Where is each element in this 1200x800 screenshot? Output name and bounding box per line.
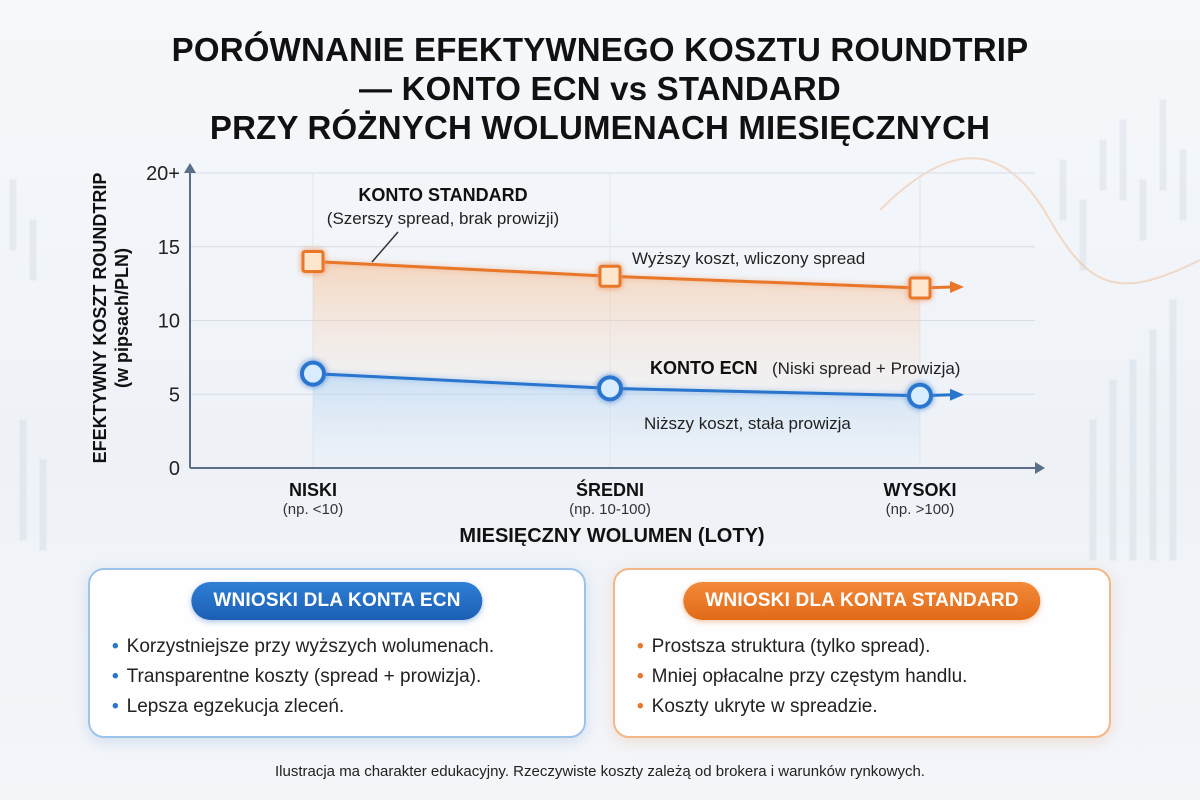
standard-card-title: WNIOSKI DLA KONTA STANDARD xyxy=(683,582,1041,620)
standard-series-point xyxy=(908,276,932,300)
list-item-text: Mniej opłacalne przy częstym handlu. xyxy=(651,666,968,687)
line-chart: 0 5 10 15 20+ EFEKTYWNY KOSZT ROUNDTRIP (w pip… xyxy=(90,163,1045,547)
ecn-area-fill xyxy=(313,373,920,468)
ecn-conclusions-list: • Korzystniejsze przy wyższych wolumenach… xyxy=(112,632,494,722)
list-item-text: Koszty ukryte w spreadzie. xyxy=(651,696,878,717)
standard-series-name: KONTO STANDARD xyxy=(358,185,527,205)
bullet-icon: • xyxy=(112,666,119,687)
standard-series-point xyxy=(598,264,622,288)
ecn-series-point xyxy=(907,382,933,409)
bullet-icon: • xyxy=(637,696,644,717)
x-axis-title: MIESIĘCZNY WOLUMEN (LOTY) xyxy=(459,525,764,547)
title-line-1: PORÓWNANIE EFEKTYWNEGO KOSZTU ROUNDTRIP xyxy=(171,31,1029,68)
ecn-series-annotation: Niższy koszt, stała prowizja xyxy=(644,414,851,433)
y-tick-label: 10 xyxy=(158,311,180,333)
list-item: • Lepsza egzekucja zleceń. xyxy=(112,692,494,722)
chart-title: PORÓWNANIE EFEKTYWNEGO KOSZTU ROUNDTRIP … xyxy=(0,30,1200,147)
ecn-card-title: WNIOSKI DLA KONTA ECN xyxy=(191,582,483,620)
standard-series-leader-line xyxy=(371,231,399,263)
x-tick-label: ŚREDNI xyxy=(576,479,644,500)
y-axis-arrow-icon xyxy=(184,163,196,173)
ecn-series-point xyxy=(300,360,326,387)
series xyxy=(300,250,964,409)
y-tick-label: 15 xyxy=(158,237,180,259)
list-item: • Transparentne koszty (spread + prowizja… xyxy=(112,662,494,692)
bullet-icon: • xyxy=(637,636,644,657)
bullet-icon: • xyxy=(112,696,119,717)
ecn-series-arrow-icon xyxy=(950,388,964,401)
area-fills xyxy=(313,261,920,468)
ecn-series-name: KONTO ECN xyxy=(650,358,758,378)
list-item-text: Korzystniejsze przy wyższych wolumenach. xyxy=(126,636,495,657)
list-item-text: Lepsza egzekucja zleceń. xyxy=(126,696,345,717)
y-axis-title: EFEKTYWNY KOSZT ROUNDTRIP (w pipsach/PLN) xyxy=(90,173,132,464)
y-tick-label: 5 xyxy=(169,384,180,406)
list-item: • Prostsza struktura (tylko spread). xyxy=(637,632,967,662)
y-tick-label: 0 xyxy=(169,458,180,480)
footnote: Ilustracja ma charakter edukacyjny. Rzec… xyxy=(275,763,925,780)
x-tick-sublabel: (np. >100) xyxy=(886,501,955,518)
labels: KONTO STANDARD (Szerszy spread, brak prow… xyxy=(327,185,961,433)
standard-conclusions-card: WNIOSKI DLA KONTA STANDARD • Prostsza str… xyxy=(613,568,1111,738)
ecn-series-point xyxy=(597,375,623,402)
x-tick-label: NISKI xyxy=(289,480,337,500)
list-item-text: Prostsza struktura (tylko spread). xyxy=(651,636,931,657)
list-item-text: Transparentne koszty (spread + prowizja)… xyxy=(126,666,482,687)
standard-series-annotation: Wyższy koszt, wliczony spread xyxy=(632,249,865,268)
x-tick-sublabel: (np. 10-100) xyxy=(569,501,651,518)
y-tick-label: 20+ xyxy=(146,163,180,185)
standard-series-arrow-icon xyxy=(950,281,964,294)
title-line-2: — KONTO ECN vs STANDARD xyxy=(359,70,841,107)
x-tick-sublabel: (np. <10) xyxy=(283,501,343,518)
list-item: • Korzystniejsze przy wyższych wolumenach… xyxy=(112,632,494,662)
ecn-conclusions-card: WNIOSKI DLA KONTA ECN • Korzystniejsze pr… xyxy=(88,568,586,738)
standard-conclusions-list: • Prostsza struktura (tylko spread). • Mni… xyxy=(637,632,967,722)
ecn-series-note: (Niski spread + Prowizja) xyxy=(772,359,960,378)
bullet-icon: • xyxy=(112,636,119,657)
bullet-icon: • xyxy=(637,666,644,687)
axes: 0 5 10 15 20+ EFEKTYWNY KOSZT ROUNDTRIP (w pip… xyxy=(90,163,1045,547)
title-line-3: PRZY RÓŻNYCH WOLUMENACH MIESIĘCZNYCH xyxy=(209,109,991,146)
x-axis-arrow-icon xyxy=(1035,462,1045,474)
y-axis-title-line-2: (w pipsach/PLN) xyxy=(112,248,132,388)
standard-series-point xyxy=(301,250,325,273)
list-item: • Koszty ukryte w spreadzie. xyxy=(637,692,967,722)
x-tick-label: WYSOKI xyxy=(883,480,956,500)
standard-area-fill xyxy=(313,261,920,396)
y-axis-title-line-1: EFEKTYWNY KOSZT ROUNDTRIP xyxy=(90,173,110,464)
list-item: • Mniej opłacalne przy częstym handlu. xyxy=(637,662,967,692)
standard-series-note: (Szerszy spread, brak prowizji) xyxy=(327,209,559,228)
